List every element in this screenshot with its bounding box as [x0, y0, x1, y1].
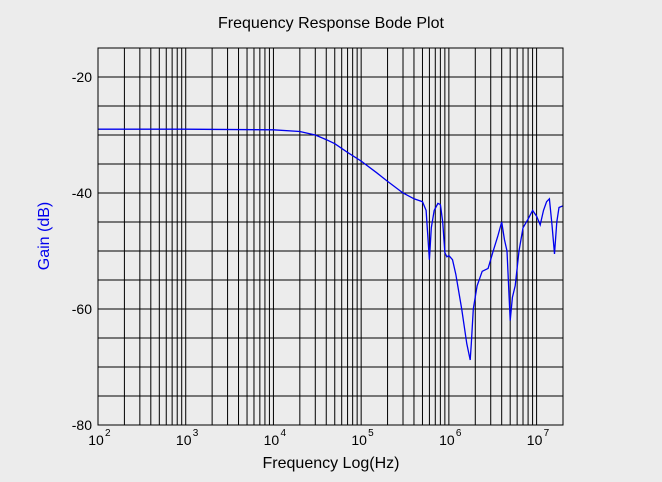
x-tick-exponent: 5 — [368, 428, 374, 439]
x-tick-label: 10 3 — [176, 428, 199, 448]
x-tick-label: 10 6 — [439, 428, 462, 448]
y-tick-labels: -20 -40 -60 -80 — [72, 69, 92, 433]
y-tick-label: -40 — [72, 185, 92, 201]
y-tick-label: -20 — [72, 69, 92, 85]
x-tick-exponent: 6 — [456, 428, 462, 439]
x-tick-label: 10 4 — [264, 428, 287, 448]
y-tick-label: -60 — [72, 301, 92, 317]
x-tick-label: 10 2 — [88, 428, 111, 448]
x-tick-label: 10 7 — [527, 428, 550, 448]
x-tick-exponent: 2 — [105, 428, 111, 439]
x-tick-label: 10 5 — [351, 428, 374, 448]
x-tick-exponent: 4 — [280, 428, 286, 439]
x-tick-base: 10 — [264, 432, 280, 448]
x-tick-labels: 10 2 10 3 10 4 10 5 10 6 10 7 — [88, 428, 549, 448]
x-tick-exponent: 7 — [544, 428, 550, 439]
grid — [97, 47, 564, 426]
x-tick-base: 10 — [88, 432, 104, 448]
x-tick-exponent: 3 — [193, 428, 199, 439]
x-tick-base: 10 — [527, 432, 543, 448]
x-axis-label: Frequency Log(Hz) — [263, 455, 400, 472]
y-axis-label: Gain (dB) — [36, 202, 53, 270]
y-tick-label: -80 — [72, 417, 92, 433]
x-tick-base: 10 — [351, 432, 367, 448]
gain-series-line — [98, 128, 564, 361]
plot-frame — [97, 47, 564, 426]
x-tick-base: 10 — [439, 432, 455, 448]
x-tick-base: 10 — [176, 432, 192, 448]
chart-title: Frequency Response Bode Plot — [218, 15, 444, 32]
